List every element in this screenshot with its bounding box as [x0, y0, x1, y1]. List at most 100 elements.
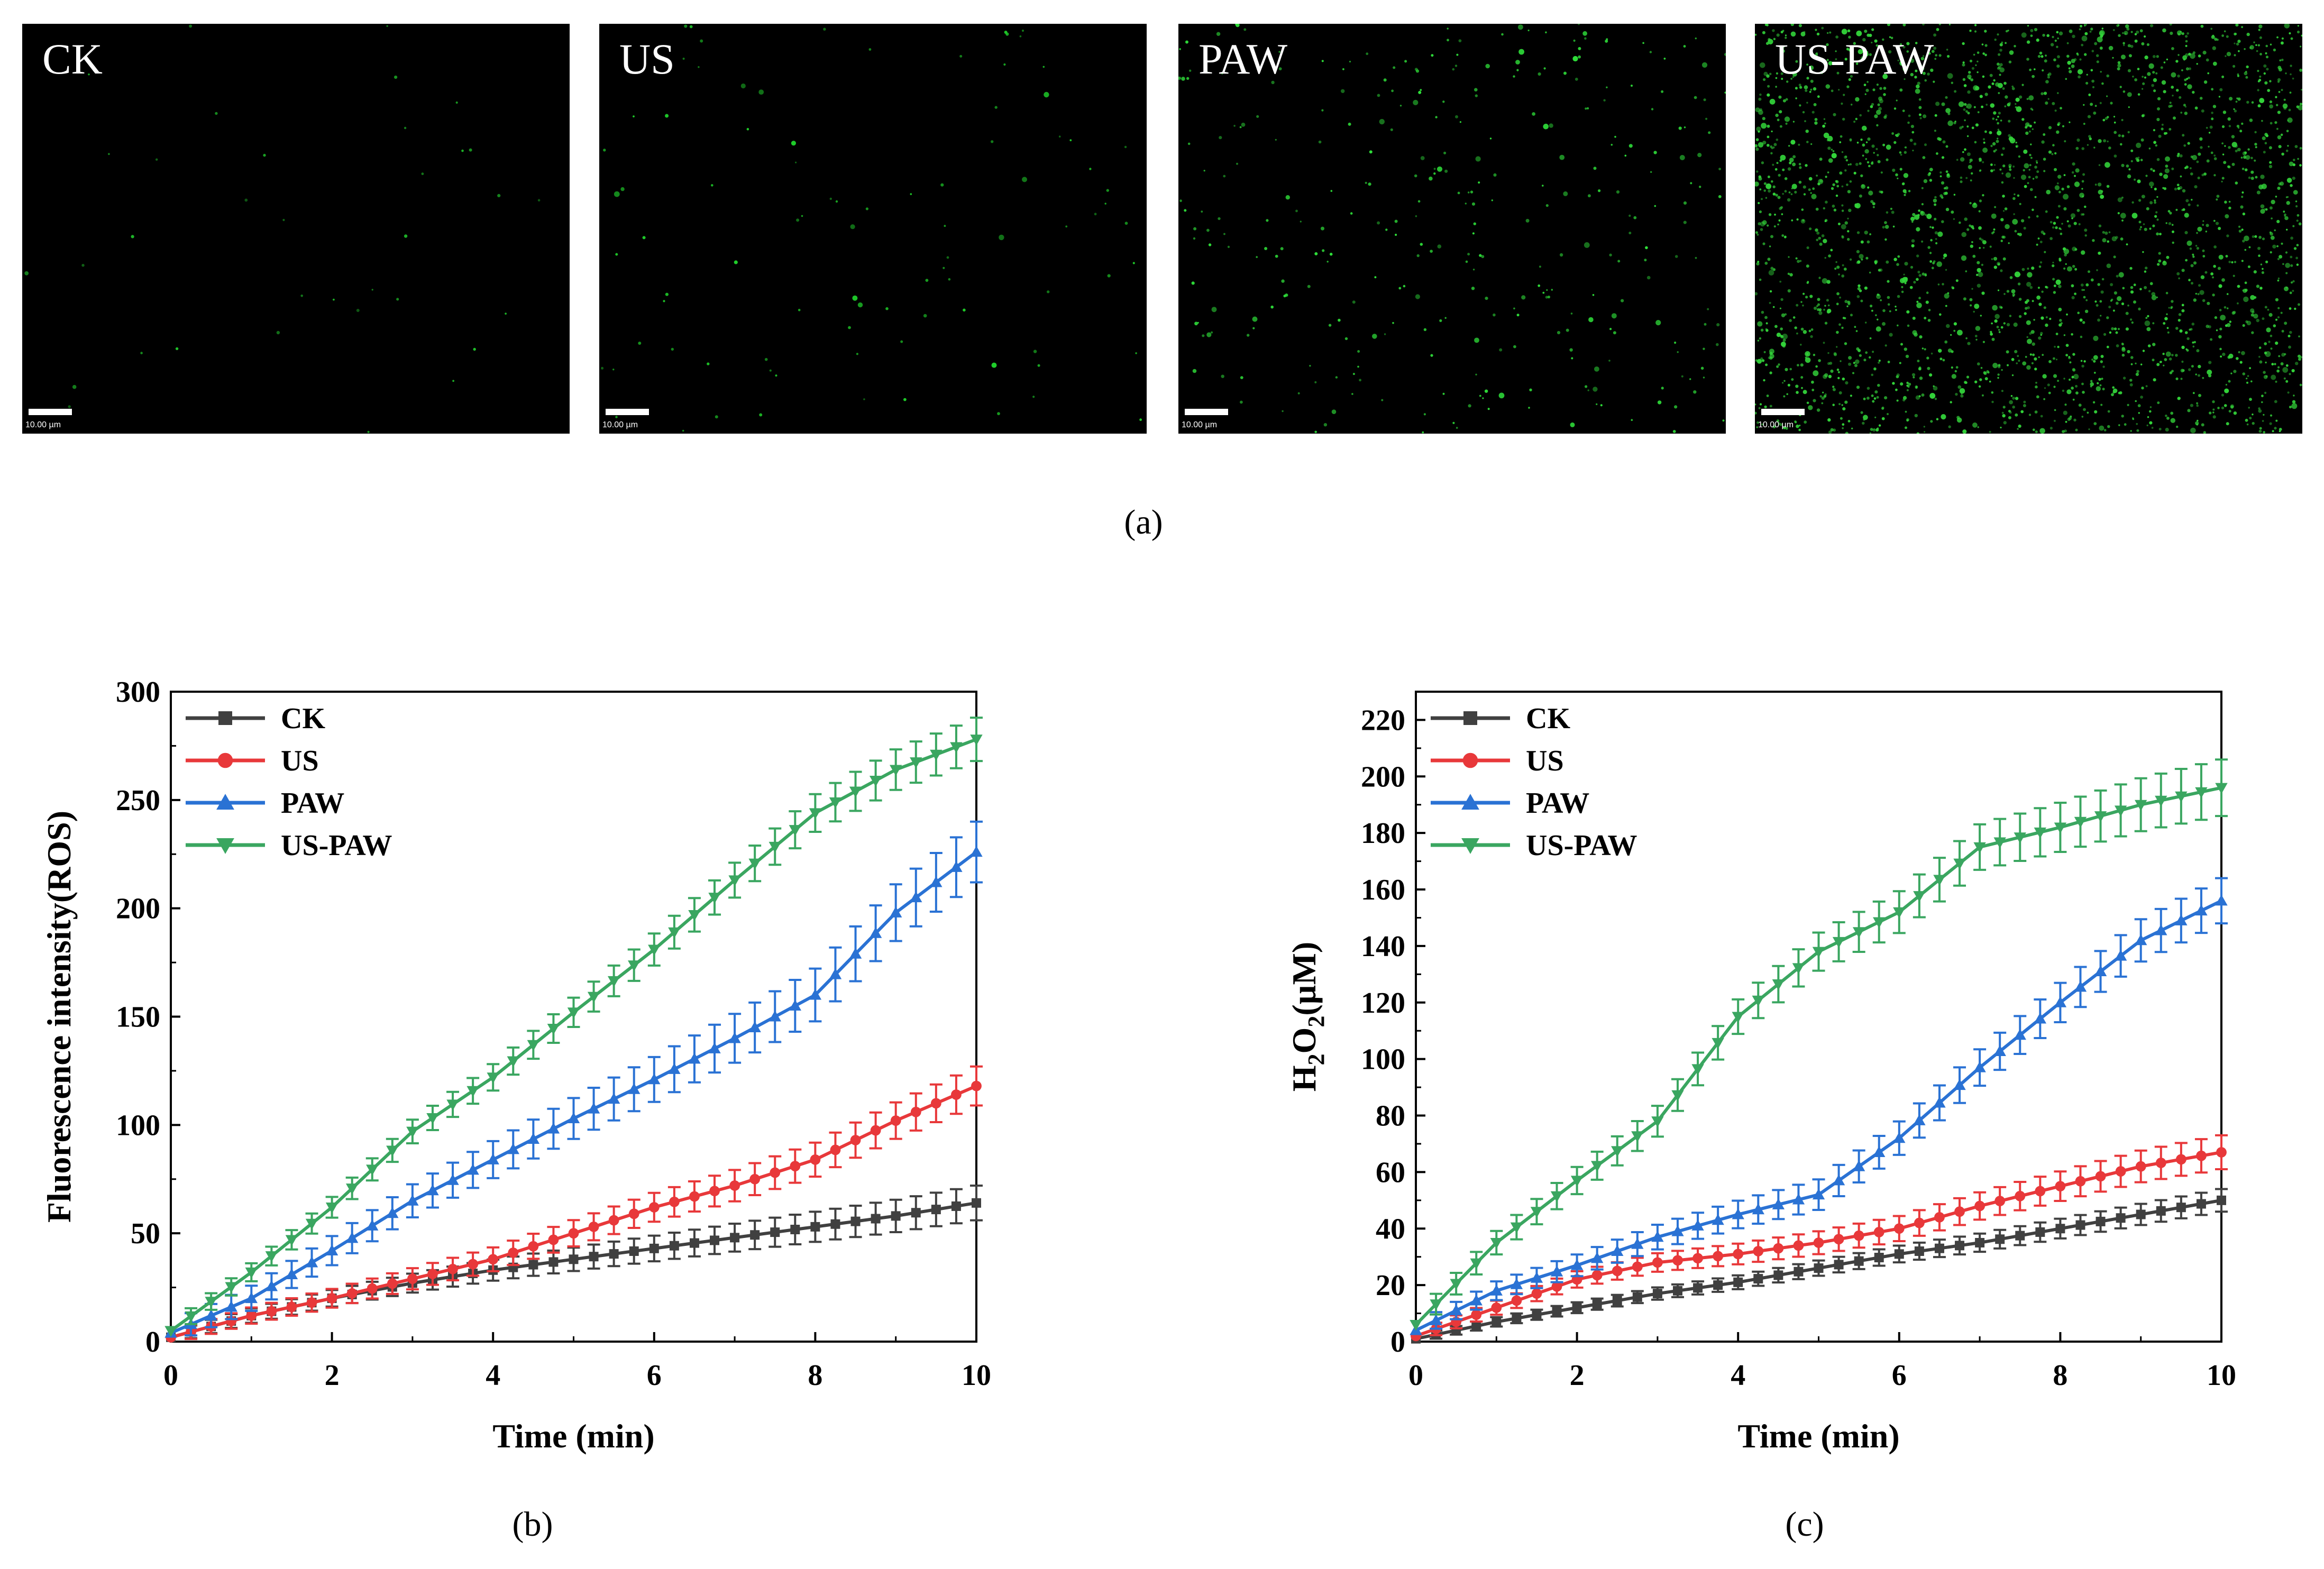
fluorescence-dot: [1227, 245, 1230, 248]
fluorescence-dot: [1803, 390, 1807, 394]
fluorescence-dot: [1538, 72, 1541, 76]
fluorescence-dot: [1381, 399, 1384, 401]
fluorescence-dot: [1994, 319, 1998, 323]
fluorescence-dot: [1903, 173, 1909, 178]
fluorescence-dot: [1809, 49, 1811, 51]
fluorescence-dot: [1132, 262, 1135, 264]
fluorescence-dot: [1882, 309, 1886, 313]
fluorescence-dot: [2012, 197, 2016, 200]
marker-square: [1894, 1249, 1904, 1259]
marker-square: [2156, 1206, 2166, 1216]
marker-circle: [246, 1310, 257, 1321]
fluorescence-dot: [2028, 176, 2031, 179]
fluorescence-dot: [1990, 103, 1995, 108]
fluorescence-dot: [1795, 60, 1798, 63]
fluorescence-dot: [1384, 333, 1386, 335]
fluorescence-dot: [1256, 115, 1259, 118]
fluorescence-dot: [868, 48, 872, 51]
marker-square: [609, 1249, 619, 1259]
fluorescence-dot: [2196, 349, 2200, 353]
fluorescence-dot: [2118, 328, 2120, 331]
fluorescence-dot: [1784, 190, 1787, 193]
fluorescence-dot: [1422, 431, 1424, 434]
line-chart-c: 0 2 4 6 8 10020406080100120140160180200220Tim…: [1285, 691, 2236, 1455]
fluorescence-dot: [2165, 164, 2169, 168]
fluorescence-dot: [1823, 207, 1825, 210]
fluorescence-dot: [2249, 45, 2254, 50]
fluorescence-dot: [1456, 53, 1459, 56]
fluorescence-dot: [2194, 185, 2198, 189]
fluorescence-dot: [1532, 112, 1535, 116]
fluorescence-dot: [1918, 98, 1922, 101]
fluorescence-dot: [2208, 132, 2211, 134]
marker-circle: [1471, 1309, 1482, 1320]
fluorescence-dot: [900, 340, 903, 343]
fluorescence-dot: [2032, 75, 2035, 78]
fluorescence-dot: [2228, 353, 2234, 359]
fluorescence-dot: [2010, 395, 2013, 397]
fluorescence-dot: [1518, 49, 1524, 55]
fluorescence-dot: [2064, 403, 2067, 406]
fluorescence-dot: [1609, 328, 1612, 331]
fluorescence-dot: [2075, 168, 2080, 173]
fluorescence-dot: [2013, 322, 2018, 327]
x-tick-label: 4: [1731, 1359, 1745, 1392]
fluorescence-dot: [1867, 109, 1870, 112]
fluorescence-dot: [2088, 93, 2091, 96]
fluorescence-dot: [1897, 59, 1899, 62]
fluorescence-dot: [1924, 348, 1926, 351]
fluorescence-dot: [2077, 69, 2083, 75]
fluorescence-dot: [1971, 126, 1974, 130]
marker-square: [770, 1227, 780, 1237]
fluorescence-dot: [1783, 426, 1786, 429]
fluorescence-dot: [2171, 167, 2174, 170]
marker-circle: [1591, 1270, 1603, 1281]
fluorescence-dot: [943, 267, 945, 269]
marker-square: [1592, 1299, 1602, 1309]
fluorescence-dot: [1104, 203, 1106, 205]
fluorescence-dot: [2258, 355, 2261, 358]
fluorescence-dot: [1538, 284, 1541, 287]
fluorescence-dot: [1482, 397, 1484, 399]
fluorescence-dot: [2025, 126, 2028, 129]
fluorescence-dot: [1769, 405, 1772, 408]
fluorescence-dot: [2245, 155, 2250, 160]
marker-square: [2055, 1224, 2065, 1234]
fluorescence-dot: [2290, 236, 2293, 240]
fluorescence-dot: [1841, 235, 1844, 237]
fluorescence-dot: [1191, 281, 1195, 285]
fluorescence-dot: [1756, 262, 1760, 265]
fluorescence-dot: [2042, 33, 2045, 37]
fluorescence-dot: [1089, 168, 1092, 170]
fluorescence-dot: [638, 342, 642, 345]
fluorescence-dot: [1989, 380, 1991, 383]
marker-circle: [2075, 1176, 2086, 1187]
fluorescence-dot: [1631, 419, 1633, 421]
fluorescence-dot: [2247, 148, 2250, 151]
fluorescence-dot: [2081, 35, 2088, 42]
fluorescence-dot: [835, 200, 838, 203]
fluorescence-dot: [1649, 51, 1652, 53]
fluorescence-dot: [1705, 117, 1708, 120]
fluorescence-dot: [2247, 375, 2249, 377]
fluorescence-dot: [1938, 24, 1941, 25]
fluorescence-dot: [2195, 245, 2198, 247]
fluorescence-dot: [2136, 423, 2138, 425]
fluorescence-dot: [1435, 116, 1438, 118]
fluorescence-dot: [2127, 69, 2131, 72]
fluorescence-dot: [1939, 313, 1942, 316]
fluorescence-dot: [2238, 351, 2240, 354]
marker-circle: [1713, 1251, 1724, 1262]
fluorescence-dot: [2098, 378, 2101, 381]
fluorescence-dot: [746, 128, 749, 131]
marker-square: [569, 1254, 579, 1264]
fluorescence-dot: [2218, 284, 2222, 288]
fluorescence-dot: [1295, 209, 1298, 213]
marker-square: [2116, 1213, 2126, 1223]
fluorescence-dot: [1989, 131, 1992, 134]
fluorescence-dot: [1904, 347, 1907, 351]
fluorescence-dot: [2034, 27, 2038, 32]
fluorescence-dot: [689, 25, 693, 29]
fluorescence-dot: [1971, 172, 1973, 175]
